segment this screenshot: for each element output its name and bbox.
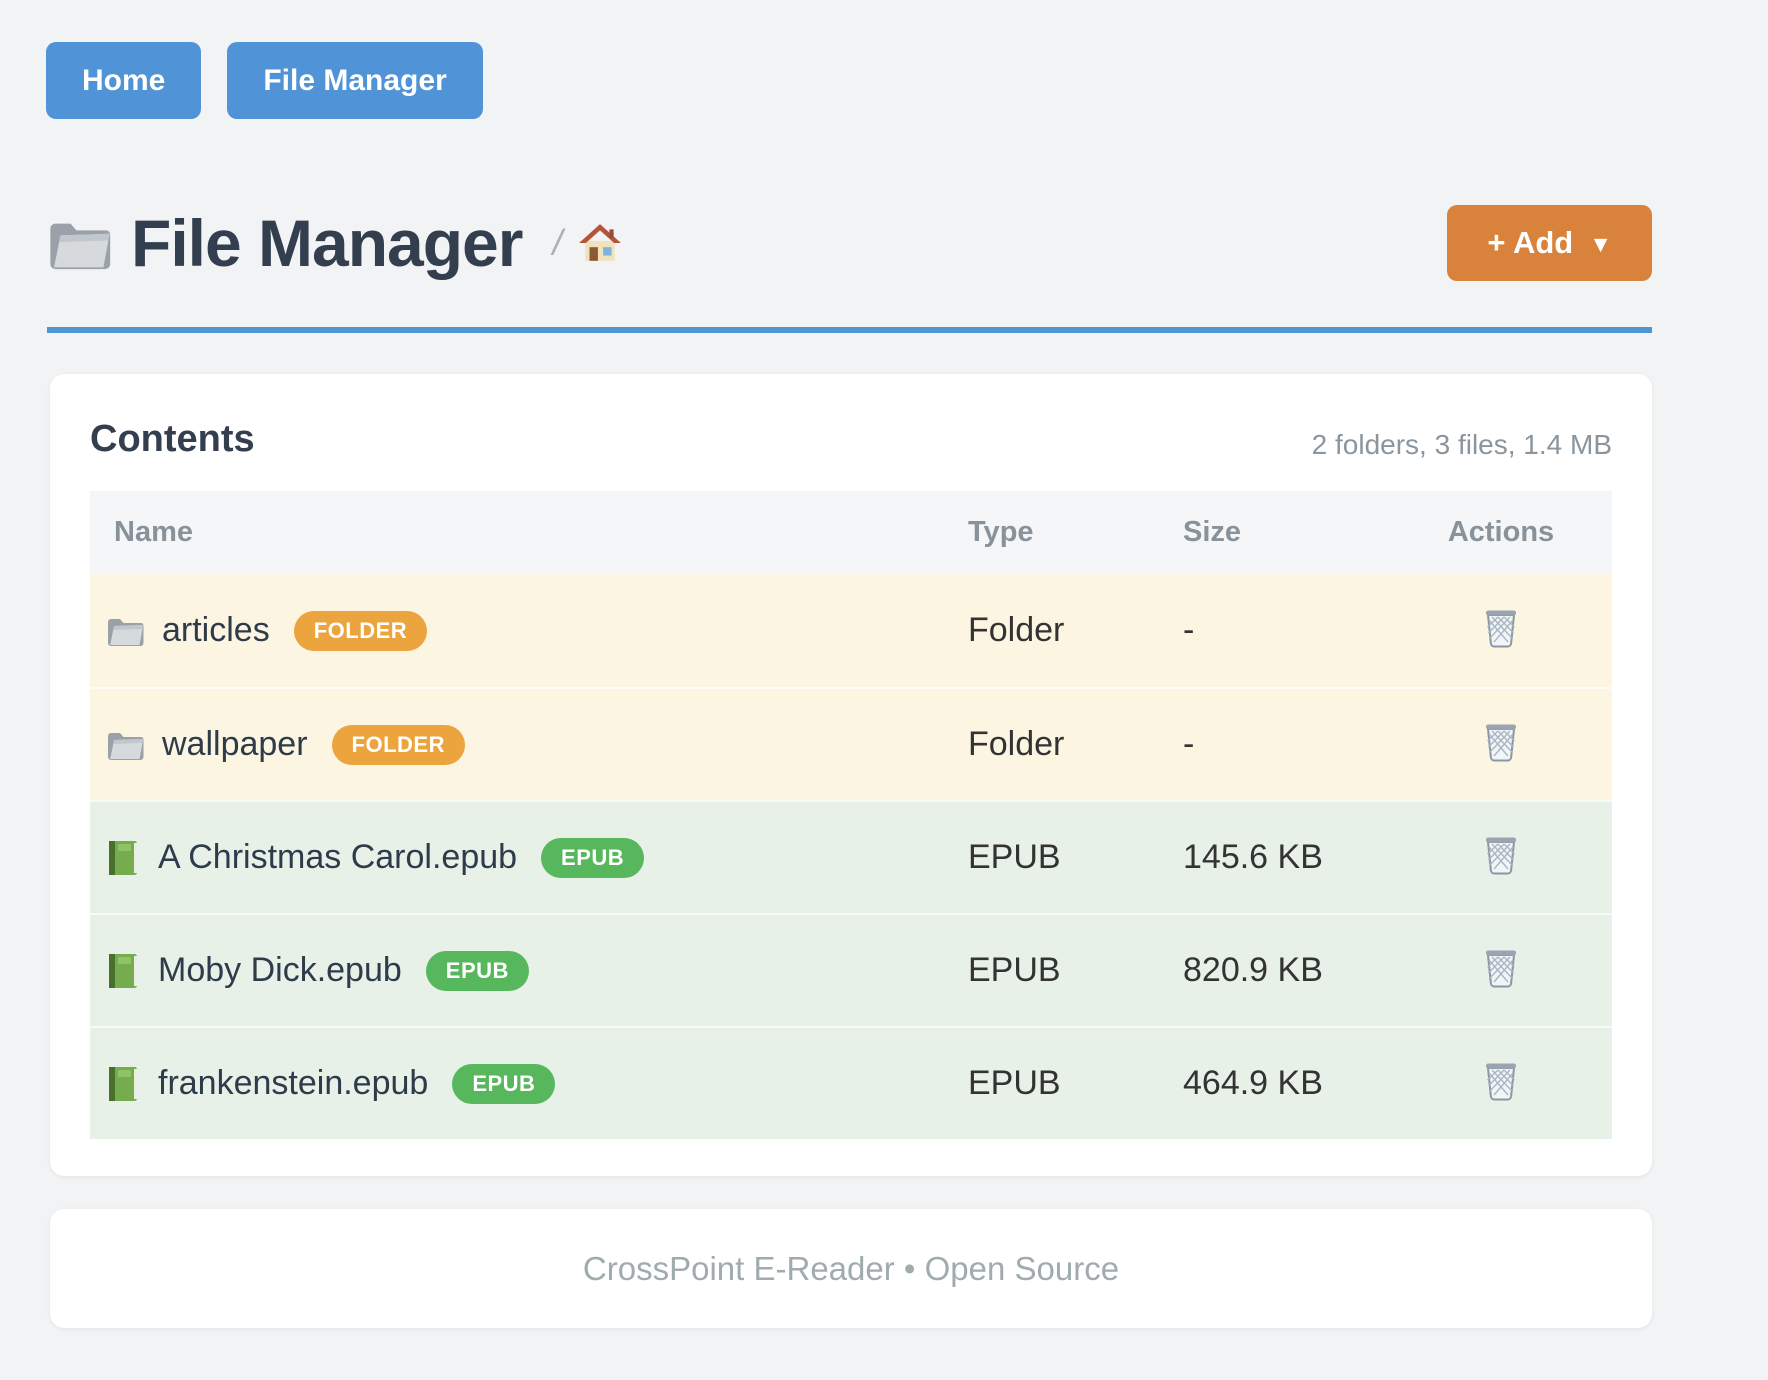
chevron-down-icon: ▼ [1589,230,1612,257]
contents-summary: 2 folders, 3 files, 1.4 MB [1311,429,1612,460]
file-type: EPUB [968,951,1061,989]
file-name-link[interactable]: frankenstein.epub [158,1064,429,1102]
column-header-size: Size [1183,516,1242,548]
title-divider [47,327,1652,333]
delete-button[interactable] [1478,1056,1524,1106]
folder-icon [47,215,111,271]
home-button[interactable]: Home [46,42,202,119]
name-cell: frankenstein.epub EPUB [90,1063,955,1104]
file-size: 145.6 KB [1183,838,1323,876]
files-table: Name Type Size Actions [90,491,1612,1139]
card-header: Contents 2 folders, 3 files, 1.4 MB [90,414,1612,461]
file-size: - [1183,725,1195,763]
file-type: Folder [968,725,1065,763]
file-name-link[interactable]: wallpaper [162,725,308,763]
delete-button[interactable] [1478,603,1524,653]
file-manager-button[interactable]: File Manager [227,42,483,119]
table-header-row: Name Type Size Actions [90,491,1612,574]
footer-card: CrossPoint E-Reader • Open Source [50,1209,1652,1328]
folder-icon [106,614,144,647]
file-type: Folder [968,611,1065,649]
actions-cell [1390,603,1612,658]
contents-card: Contents 2 folders, 3 files, 1.4 MB Name… [50,374,1652,1176]
name-cell: articles FOLDER [90,610,955,651]
table-row: Moby Dick.epub EPUB EPUB 820.9 KB [90,913,1612,1026]
file-type-badge: EPUB [425,950,529,991]
footer-text: CrossPoint E-Reader • Open Source [582,1249,1120,1287]
delete-button[interactable] [1478,717,1524,767]
green-book-icon [106,952,140,990]
table-row: articles FOLDER Folder - [90,574,1612,687]
add-button[interactable]: + Add ▼ [1447,205,1652,281]
actions-cell [1390,717,1612,772]
delete-button[interactable] [1478,830,1524,880]
file-type-badge: EPUB [452,1063,556,1104]
folder-icon [106,728,144,761]
file-size: 820.9 KB [1183,951,1323,989]
file-name-link[interactable]: A Christmas Carol.epub [158,838,518,876]
contents-heading: Contents [90,418,255,460]
column-header-type: Type [968,516,1034,548]
table-row: frankenstein.epub EPUB EPUB 464.9 KB [90,1026,1612,1139]
top-nav: Home File Manager [0,0,1768,119]
page-title: File Manager [131,206,523,280]
column-header-name: Name [114,516,193,548]
breadcrumb-separator: / [552,222,563,263]
table-row: wallpaper FOLDER Folder - [90,687,1612,800]
add-button-label: + Add [1487,225,1574,260]
file-type-badge: FOLDER [293,610,428,651]
green-book-icon [106,1065,140,1103]
file-name-link[interactable]: articles [162,611,270,649]
table-row: A Christmas Carol.epub EPUB EPUB 145.6 K… [90,800,1612,913]
page-header: File Manager / + Add ▼ [47,205,1652,281]
name-cell: wallpaper FOLDER [90,724,955,765]
name-cell: A Christmas Carol.epub EPUB [90,837,955,878]
file-name-link[interactable]: Moby Dick.epub [158,951,402,989]
file-size: 464.9 KB [1183,1064,1323,1102]
file-type: EPUB [968,838,1061,876]
column-header-actions: Actions [1447,516,1555,548]
actions-cell [1390,830,1612,885]
green-book-icon [106,839,140,877]
name-cell: Moby Dick.epub EPUB [90,950,955,991]
breadcrumb-home-icon[interactable] [578,223,622,263]
file-type: EPUB [968,1064,1061,1102]
file-type-badge: EPUB [541,837,645,878]
actions-cell [1390,943,1612,998]
delete-button[interactable] [1478,943,1524,993]
table-body: articles FOLDER Folder - [90,574,1612,1139]
file-size: - [1183,611,1195,649]
actions-cell [1390,1056,1612,1111]
file-type-badge: FOLDER [331,724,465,765]
